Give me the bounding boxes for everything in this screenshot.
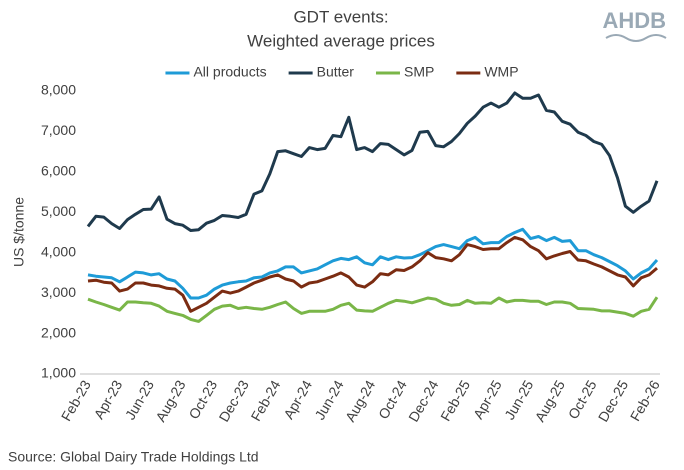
legend: All products Butter SMP WMP [165, 64, 519, 80]
y-tick-label: 5,000 [41, 203, 76, 219]
x-tick-label: Apr-23 [91, 377, 126, 422]
x-tick-label: Apr-24 [280, 377, 315, 422]
chart-subtitle: Weighted average prices [247, 31, 435, 50]
logo: AHDB [602, 8, 666, 33]
series-line [87, 235, 658, 313]
x-tick-label: Dec-23 [215, 377, 252, 424]
y-tick-label: 3,000 [41, 284, 76, 300]
y-tick-label: 6,000 [41, 163, 76, 179]
source-note: Source: Global Dairy Trade Holdings Ltd [8, 449, 259, 465]
y-axis-label: US $/tonne [11, 197, 27, 267]
legend-label: WMP [484, 64, 518, 80]
x-tick-label: Aug-24 [342, 377, 379, 424]
logo-wave [605, 34, 667, 42]
legend-label: Butter [317, 64, 355, 80]
chart-title: GDT events: [293, 7, 388, 26]
series-line [86, 91, 659, 232]
legend-label: SMP [404, 64, 434, 80]
y-tick-label: 2,000 [41, 324, 76, 340]
x-tick-label: Feb-26 [627, 377, 663, 424]
y-tick-label: 4,000 [41, 243, 76, 259]
y-tick-label: 8,000 [41, 82, 76, 98]
x-tick-label: Apr-25 [470, 377, 505, 422]
x-tick-label: Dec-24 [405, 377, 442, 424]
x-tick-label: Aug-23 [152, 377, 189, 424]
y-tick-label: 7,000 [41, 122, 76, 138]
series-line [87, 296, 659, 323]
x-tick-label: Aug-25 [532, 377, 569, 424]
x-tick-label: Feb-23 [58, 377, 94, 424]
series-line [87, 227, 659, 300]
x-tick-label: Feb-24 [247, 377, 283, 424]
y-tick-label: 1,000 [41, 365, 76, 381]
x-tick-label: Dec-25 [595, 377, 632, 424]
legend-label: All products [193, 64, 266, 80]
x-tick-label: Feb-25 [437, 377, 473, 424]
